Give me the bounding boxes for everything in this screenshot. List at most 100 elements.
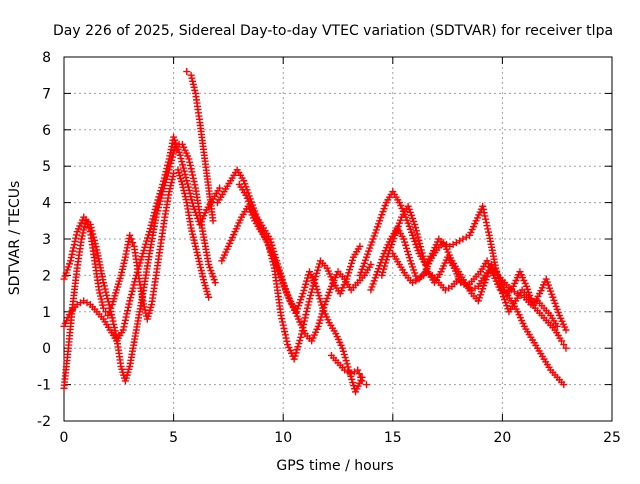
data-point-interp: [158, 184, 166, 192]
data-point: [104, 311, 112, 319]
data-point-interp: [121, 316, 129, 324]
data-point: [290, 355, 298, 363]
data-point-interp: [129, 284, 137, 292]
data-point-interp: [188, 227, 196, 235]
data-point-interp: [125, 300, 133, 308]
data-point-interp: [413, 230, 421, 238]
data-point: [299, 290, 307, 298]
x-axis-label: GPS time / hours: [276, 458, 393, 474]
data-point-interp: [360, 259, 368, 267]
data-point-interp: [395, 219, 403, 227]
data-point-interp: [164, 161, 172, 169]
data-point-interp: [307, 288, 315, 296]
data-point-interp: [186, 158, 194, 166]
y-axis-label: SDTVAR / TECUs: [7, 181, 23, 296]
series-sat-l: [389, 250, 561, 330]
data-point-interp: [141, 243, 149, 251]
data-point-interp: [181, 190, 189, 197]
data-point-interp: [157, 187, 165, 195]
data-point-interp: [187, 165, 195, 173]
data-point: [362, 381, 370, 389]
data-point-interp: [485, 228, 493, 236]
data-point-interp: [142, 240, 150, 248]
data-point-interp: [140, 300, 148, 308]
data-point-interp: [171, 136, 179, 144]
data-point-interp: [281, 331, 289, 339]
data-point-interp: [291, 352, 299, 360]
data-point-interp: [419, 252, 427, 260]
data-point: [209, 217, 217, 225]
series-sat-b: [60, 133, 224, 345]
data-point-interp: [282, 334, 290, 342]
data-point-interp: [177, 154, 185, 162]
data-point-interp: [302, 311, 310, 319]
data-point: [354, 366, 362, 374]
data-point-interp: [105, 308, 113, 316]
data-point-interp: [295, 340, 303, 348]
data-point-interp: [302, 280, 310, 288]
data-point: [338, 344, 346, 352]
data-point: [211, 279, 219, 287]
data-point-interp: [109, 317, 117, 325]
data-point-interp: [129, 239, 137, 247]
y-tick-label: 2: [42, 268, 51, 284]
data-point-interp: [269, 253, 277, 261]
data-point-interp: [178, 158, 186, 166]
data-point-interp: [163, 164, 171, 172]
axis-layer: 0 5 10 15 20 25 -2 -1 0 1 2 3 4 5 6 7 8: [37, 50, 621, 446]
data-point-interp: [181, 193, 189, 201]
data-point-interp: [357, 373, 365, 381]
series-sat-d: [183, 68, 217, 225]
y-tick-label: 4: [42, 196, 51, 212]
chart-title: Day 226 of 2025, Sidereal Day-to-day VTE…: [53, 23, 613, 39]
data-point-interp: [164, 158, 172, 166]
data-point-interp: [102, 288, 110, 296]
data-point-interp: [411, 269, 419, 277]
data-point: [192, 242, 200, 250]
data-point-interp: [101, 285, 109, 293]
data-point-interp: [190, 83, 198, 91]
data-point-interp: [110, 324, 118, 332]
data-point-interp: [481, 212, 489, 220]
data-point-interp: [197, 264, 205, 272]
data-point: [562, 344, 570, 352]
data-point-interp: [69, 247, 77, 255]
data-point-interp: [194, 254, 202, 262]
data-point-interp: [120, 323, 128, 331]
data-point-interp: [418, 249, 426, 257]
data-point-interp: [364, 250, 372, 258]
data-point-interp: [315, 319, 323, 327]
data-point-interp: [325, 288, 333, 296]
data-point-interp: [278, 315, 286, 323]
data-point-interp: [543, 278, 551, 286]
data-point-interp: [347, 263, 355, 271]
data-point: [400, 235, 408, 243]
x-tick-label: 10: [274, 430, 292, 446]
data-point-interp: [317, 313, 325, 321]
data-point-interp: [72, 234, 80, 242]
y-tick-label: 1: [42, 305, 51, 321]
data-point-interp: [68, 250, 76, 258]
y-tick-label: 0: [42, 341, 51, 357]
data-point: [277, 311, 285, 319]
data-point-interp: [405, 254, 413, 262]
data-point-interp: [406, 225, 414, 233]
x-tick-label: 15: [384, 430, 402, 446]
data-point-interp: [313, 269, 321, 277]
data-point: [310, 279, 318, 287]
data-point-interp: [402, 241, 410, 249]
data-point-interp: [279, 280, 287, 288]
data-point-interp: [283, 337, 291, 345]
data-point-interp: [409, 214, 417, 222]
data-point-interp: [414, 233, 422, 241]
data-point-interp: [104, 295, 112, 303]
data-point: [170, 169, 178, 177]
data-point-interp: [383, 256, 391, 264]
x-tick-label: 25: [603, 430, 621, 446]
data-point-interp: [61, 272, 69, 280]
data-point-interp: [348, 256, 356, 264]
data-point: [391, 231, 399, 239]
